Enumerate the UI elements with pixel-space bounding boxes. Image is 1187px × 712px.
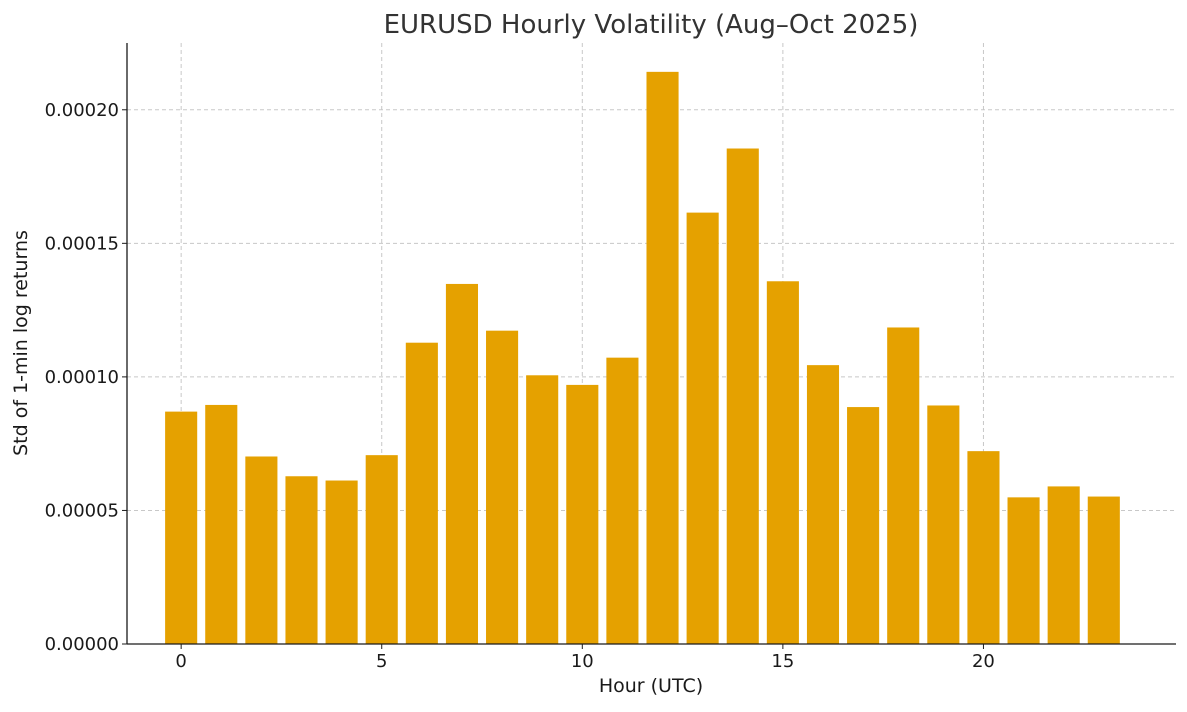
bar-hour-6	[405, 342, 438, 644]
bar-hour-10	[566, 384, 599, 644]
bar-hour-21	[1007, 497, 1040, 644]
bar-hour-8	[486, 330, 519, 644]
bar-hour-12	[646, 71, 679, 644]
x-tick-label: 15	[771, 651, 794, 672]
bar-hour-5	[365, 455, 398, 644]
bar-hour-1	[205, 404, 238, 644]
bar-hour-9	[526, 375, 559, 644]
y-tick-label: 0.00015	[45, 233, 119, 254]
bar-hour-18	[887, 327, 920, 644]
bar-hour-3	[285, 476, 318, 644]
axes	[126, 43, 1176, 645]
bar-hour-17	[847, 407, 880, 644]
bar-hour-14	[726, 148, 759, 644]
x-tick-label: 0	[175, 651, 186, 672]
y-tick-label: 0.00020	[45, 100, 119, 121]
bars-group	[165, 71, 1120, 645]
chart-title: EURUSD Hourly Volatility (Aug–Oct 2025)	[384, 10, 919, 40]
bar-hour-11	[606, 357, 639, 644]
y-tick-label: 0.00005	[45, 500, 119, 521]
x-ticks: 0 5 10 15 20	[175, 644, 995, 672]
x-tick-label: 5	[376, 651, 387, 672]
y-tick-label: 0.00000	[45, 634, 119, 655]
bar-hour-22	[1047, 486, 1080, 644]
y-ticks: 0.00000 0.00005 0.00010 0.00015 0.00020	[45, 100, 127, 655]
bar-hour-13	[686, 212, 719, 645]
bar-hour-16	[806, 365, 840, 644]
x-axis-label: Hour (UTC)	[599, 675, 703, 697]
bar-hour-2	[245, 456, 278, 644]
x-tick-label: 20	[972, 651, 995, 672]
x-tick-label: 10	[571, 651, 594, 672]
bar-hour-4	[325, 480, 358, 644]
bar-hour-20	[967, 451, 1000, 644]
y-axis-label: Std of 1-min log returns	[10, 230, 32, 456]
bar-hour-7	[445, 283, 479, 644]
bar-hour-0	[165, 411, 198, 644]
y-tick-label: 0.00010	[45, 367, 119, 388]
bar-hour-23	[1087, 496, 1120, 644]
bar-hour-15	[766, 281, 799, 644]
bar-hour-19	[927, 405, 960, 644]
